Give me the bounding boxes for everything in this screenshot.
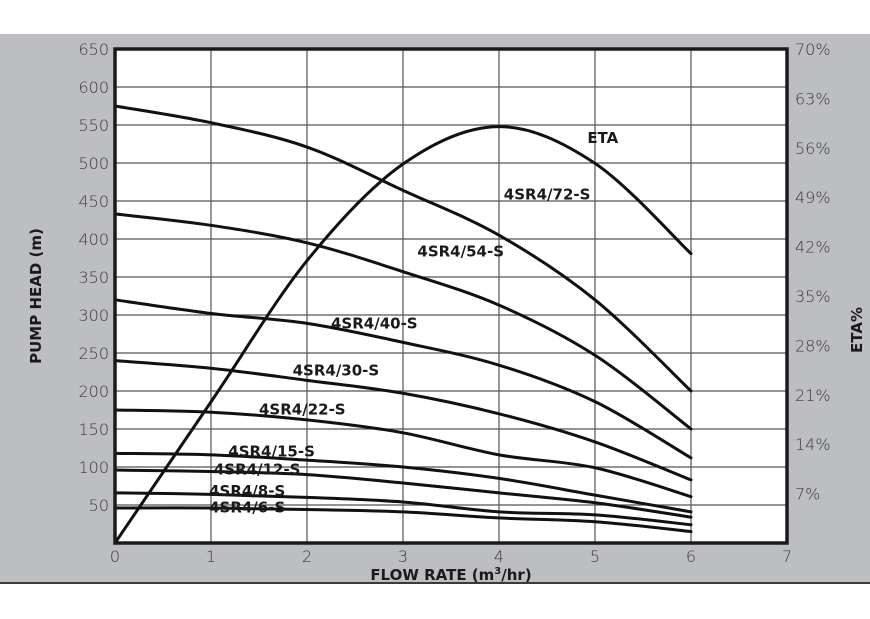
y-tick-label: 400 (78, 230, 109, 249)
curve-labels: 4SR4/72-S 4SR4/54-S 4SR4/40-S 4SR4/30-S 4SR4… (209, 129, 619, 516)
x-tick-label: 7 (782, 547, 792, 566)
x-axis-ticks: 0 1 2 3 4 5 6 7 (110, 547, 792, 566)
y-axis-title: PUMP HEAD (m) (27, 228, 45, 364)
curve-label: 4SR4/12-S (214, 461, 301, 479)
curve-4sr4-12-s (113, 468, 693, 519)
curve-label: ETA (587, 129, 618, 147)
curve-4sr4-6-s (113, 506, 693, 534)
y-tick-label: 150 (78, 420, 109, 439)
y2-tick-label: 21% (795, 386, 831, 405)
x-tick-label: 6 (686, 547, 696, 566)
curve-4sr4-15-s (113, 451, 693, 514)
curve-label: 4SR4/54-S (417, 242, 504, 260)
curve-label: 4SR4/30-S (293, 362, 380, 380)
curve-4sr4-22-s (113, 408, 693, 499)
y-tick-label: 200 (78, 382, 109, 401)
y-tick-label: 300 (78, 306, 109, 325)
y2-tick-label: 35% (795, 287, 831, 306)
curve-label: 4SR4/40-S (331, 315, 418, 333)
curve-4sr4-8-s (113, 491, 693, 527)
curve-4sr4-54-s (113, 212, 693, 431)
y2-axis-ticks: 7% 14% 21% 28% 35% 42% 49% 56% 63% 70% (795, 40, 831, 504)
y-tick-label: 350 (78, 268, 109, 287)
curve-label: 4SR4/72-S (504, 185, 591, 203)
curve-4sr4-30-s (113, 359, 693, 482)
x-tick-label: 3 (398, 547, 408, 566)
curve-label: 4SR4/6-S (209, 499, 285, 517)
x-tick-label: 2 (302, 547, 312, 566)
curves (113, 104, 693, 545)
y-tick-label: 250 (78, 344, 109, 363)
y-tick-label: 550 (78, 116, 109, 135)
y2-tick-label: 42% (795, 238, 831, 257)
x-tick-label: 1 (206, 547, 216, 566)
plot-border (113, 47, 789, 545)
y2-axis-title: ETA% (848, 307, 866, 353)
y2-tick-label: 63% (795, 89, 831, 108)
plot-area (115, 49, 787, 543)
y2-tick-label: 28% (795, 336, 831, 355)
y-tick-label: 600 (78, 78, 109, 97)
x-tick-label: 0 (110, 547, 120, 566)
y-tick-label: 500 (78, 154, 109, 173)
curve-4sr4-72-s (113, 104, 693, 393)
y2-tick-label: 56% (795, 139, 831, 158)
y-tick-label: 50 (89, 496, 109, 515)
y2-tick-label: 7% (795, 485, 820, 504)
x-axis-title: FLOW RATE (m3/hr) (370, 566, 531, 584)
x-tick-label: 5 (590, 547, 600, 566)
y2-tick-label: 49% (795, 188, 831, 207)
y-tick-label: 450 (78, 192, 109, 211)
curve-label: 4SR4/15-S (228, 442, 315, 460)
y2-tick-label: 14% (795, 435, 831, 454)
curve-label: 4SR4/8-S (209, 482, 285, 500)
y-tick-label: 100 (78, 458, 109, 477)
plot-background (115, 49, 787, 543)
y-tick-label: 650 (78, 40, 109, 59)
x-tick-label: 4 (494, 547, 504, 566)
curve-label: 4SR4/22-S (259, 400, 346, 418)
curve-4sr4-40-s (113, 298, 693, 460)
y2-tick-label: 70% (795, 40, 831, 59)
y-axis-ticks: 50 100 150 200 250 300 350 400 450 500 550 600 650 (78, 40, 109, 515)
plot-frame (113, 47, 789, 545)
curve-eta (113, 125, 693, 545)
